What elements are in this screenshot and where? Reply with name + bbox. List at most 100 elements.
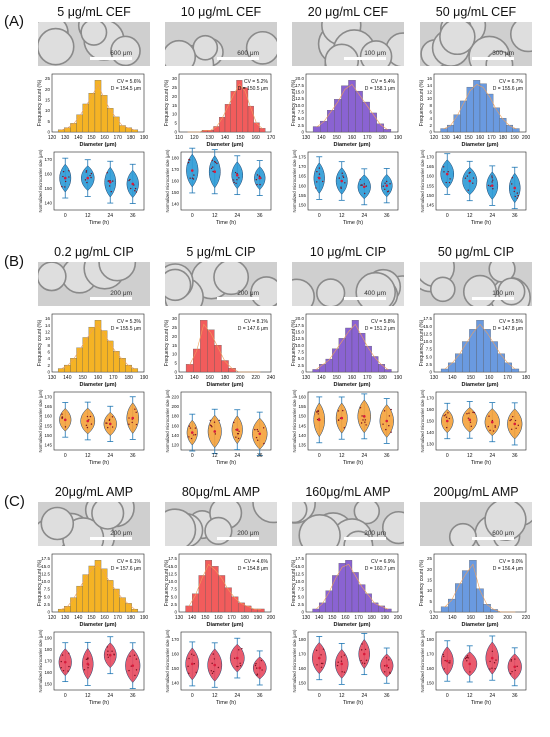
violin-point (261, 669, 263, 671)
microcarrier-beads (292, 502, 404, 546)
histogram-bar (247, 105, 254, 133)
violin-point (511, 183, 513, 185)
hist-ytick: 10.0 (295, 343, 304, 348)
hist-ytick: 17.5 (41, 556, 50, 561)
violin-point (260, 659, 263, 662)
violin-plot: 0 12 24 36 135 140 145 150 155 160 Time (h) Normali… (292, 389, 399, 466)
histogram-bar (213, 126, 220, 133)
fit-curve (444, 563, 516, 613)
violin-point (487, 425, 490, 428)
hist-ytick: 0 (429, 370, 432, 375)
histogram-bar (455, 353, 463, 373)
violin-point (467, 189, 469, 191)
violin-point (89, 174, 91, 177)
violin-point (195, 671, 197, 674)
violin-point (516, 192, 518, 194)
violin-median (468, 662, 472, 666)
cv-label: CV = 5.4% (371, 79, 396, 85)
violin-point (360, 659, 362, 662)
violin-ytick: 170 (171, 637, 179, 642)
hist-ytick: 5 (47, 119, 50, 124)
violin-point (487, 184, 490, 187)
histogram-bar (492, 107, 500, 133)
hist-ytick: 5.0 (44, 594, 51, 599)
hist-xtick: 160 (348, 375, 357, 381)
violin-point (60, 660, 62, 663)
hist-xtick: 190 (140, 135, 149, 141)
violin-ytick: 160 (426, 174, 434, 179)
violin-median (490, 656, 494, 660)
hist-ytick: 25 (172, 325, 178, 330)
violin-ytick: 150 (426, 680, 434, 685)
scale-bar (217, 537, 259, 540)
histogram-bar (221, 360, 229, 373)
diameter-label: D = 154.5 μm (111, 86, 141, 92)
violin-point (388, 425, 390, 427)
violin-point (383, 665, 386, 667)
hist-xtick: 180 (124, 375, 133, 381)
violin-point (385, 657, 388, 659)
violin-xtick: 36 (257, 213, 263, 219)
hist-ytick: 12.5 (423, 331, 432, 336)
violin-plot: 0 12 24 36 145 150 155 160 165 170 Time (h) Normali… (420, 149, 527, 226)
violin-ylabel: Normalized microcarrier size (μm) (165, 629, 170, 693)
violin-point (467, 417, 470, 419)
hist-ytick: 25 (172, 85, 178, 90)
violin-point (111, 416, 114, 418)
violin-median (235, 173, 239, 177)
scale-bar (90, 537, 132, 540)
violin-point (134, 187, 137, 190)
violin-frame (53, 631, 145, 691)
histogram: CV = 9.0%D = 156.4 μm 120 140 160 180 200 220 0… (419, 553, 530, 628)
hist-xtick: 130 (61, 615, 70, 621)
violin-median (317, 656, 321, 660)
hist-ytick: 15 (172, 343, 178, 348)
histogram-bar (369, 112, 377, 133)
condition-title: 50 μg/mL CIP (438, 245, 514, 259)
violin-xtick: 36 (384, 693, 390, 699)
violin-plot: 0 12 24 36 150 155 160 165 170 175 Time (h) Normali… (292, 149, 399, 226)
hist-xtick: 170 (363, 135, 372, 141)
bead (292, 278, 315, 306)
histogram-bar (490, 341, 498, 373)
condition-0: 20μg/mL AMP 200 μm CV = 6.1%D = 157.6 μm 12… (37, 485, 150, 706)
hist-xtick: 170 (267, 135, 276, 141)
histogram-bar (57, 129, 65, 133)
hist-ytick: 5.0 (298, 356, 305, 361)
fit-curve (315, 563, 389, 610)
violin-point (238, 430, 240, 433)
histogram-bar (125, 603, 132, 613)
bead (165, 39, 197, 66)
histogram-bar (64, 606, 71, 613)
violin-ytick: 180 (171, 414, 179, 419)
violin-point (340, 656, 343, 658)
hist-xtick: 110 (175, 135, 183, 141)
violin-point (472, 182, 474, 184)
violin-ytick: 170 (44, 659, 52, 664)
violin-point (320, 666, 323, 668)
histogram-bar (499, 118, 507, 133)
violin-point (213, 421, 216, 423)
micrograph: 600 μm (420, 502, 532, 546)
violin-frame (180, 391, 272, 451)
violin-xtick: 12 (85, 453, 91, 459)
micrograph: 200 μm (292, 502, 404, 546)
violin-ytick: 190 (44, 635, 52, 640)
hist-xtick: 160 (467, 615, 476, 621)
histogram-bar (100, 95, 108, 133)
condition-0: 5 μg/mL CEF 600 μm CV = 5.6%D = 154.5 μm 12… (37, 5, 150, 226)
hist-ytick: 17.5 (295, 323, 304, 328)
hist-xtick: 160 (214, 615, 223, 621)
hist-xtick: 160 (251, 135, 260, 141)
violin-xtick: 24 (361, 693, 367, 699)
violin-point (363, 183, 366, 185)
hist-ytick: 10 (427, 588, 433, 593)
bead (429, 276, 456, 303)
violin-point (364, 419, 367, 421)
histogram-bar (351, 572, 359, 613)
violin-point (213, 658, 216, 660)
violin-median (362, 185, 366, 189)
violin-ytick: 160 (171, 651, 179, 656)
violin-point (211, 159, 213, 162)
hist-ytick: 10 (172, 112, 178, 117)
